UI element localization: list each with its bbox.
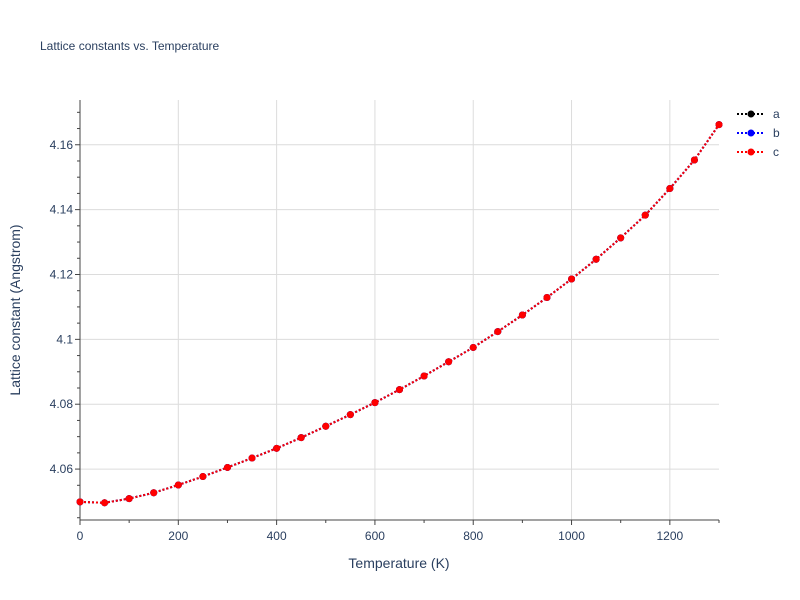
data-point-c[interactable] bbox=[543, 294, 551, 302]
series-line-c bbox=[79, 124, 720, 504]
x-tick-label: 1000 bbox=[558, 529, 585, 543]
legend-label-a: a bbox=[773, 107, 780, 121]
legend-label-c: c bbox=[773, 145, 779, 159]
data-point-c[interactable] bbox=[617, 234, 625, 242]
x-tick-label: 1200 bbox=[656, 529, 683, 543]
x-tick-label: 600 bbox=[365, 529, 385, 543]
data-point-c[interactable] bbox=[420, 372, 428, 380]
y-tick-label: 4.06 bbox=[50, 462, 74, 476]
y-axis-title: Lattice constant (Angstrom) bbox=[7, 224, 23, 395]
data-point-c[interactable] bbox=[174, 481, 182, 489]
data-point-c[interactable] bbox=[346, 411, 354, 419]
data-point-c[interactable] bbox=[101, 499, 109, 507]
data-point-c[interactable] bbox=[469, 343, 477, 351]
legend-item-c[interactable]: c bbox=[737, 145, 779, 159]
data-point-c[interactable] bbox=[494, 328, 502, 336]
legend-marker-a bbox=[747, 110, 755, 118]
x-tick-label: 800 bbox=[463, 529, 483, 543]
series-line-a bbox=[79, 124, 720, 504]
x-axis-title: Temperature (K) bbox=[348, 555, 449, 571]
data-point-c[interactable] bbox=[371, 399, 379, 407]
chart-title: Lattice constants vs. Temperature bbox=[40, 39, 220, 53]
axes: 0 200 400 600 800 1000 1200 4.06 4.08 4.1 4.12 4.14… bbox=[50, 100, 720, 543]
y-tick-label: 4.08 bbox=[50, 397, 74, 411]
series-line-b bbox=[79, 124, 720, 504]
data-point-c[interactable] bbox=[396, 386, 403, 394]
data-point-c[interactable] bbox=[690, 156, 698, 164]
y-tick-label: 4.14 bbox=[50, 203, 74, 217]
data-point-c[interactable] bbox=[568, 275, 576, 283]
y-tick-label: 4.12 bbox=[50, 267, 74, 281]
data-point-c[interactable] bbox=[150, 489, 158, 497]
legend-marker-c bbox=[747, 148, 755, 156]
data-point-c[interactable] bbox=[641, 211, 649, 219]
data-point-c[interactable] bbox=[518, 311, 526, 319]
series-c bbox=[76, 121, 723, 507]
data-point-c[interactable] bbox=[125, 495, 133, 503]
legend-label-b: b bbox=[773, 126, 780, 140]
data-point-c[interactable] bbox=[199, 473, 207, 481]
data-point-c[interactable] bbox=[223, 463, 231, 471]
data-point-c[interactable] bbox=[273, 444, 281, 452]
x-tick-label: 0 bbox=[77, 529, 84, 543]
data-point-c[interactable] bbox=[297, 434, 305, 442]
y-tick-label: 4.16 bbox=[50, 138, 74, 152]
grid bbox=[80, 100, 719, 520]
series-layer bbox=[76, 121, 723, 507]
legend-item-a[interactable]: a bbox=[737, 107, 780, 121]
data-point-c[interactable] bbox=[322, 422, 330, 430]
data-point-c[interactable] bbox=[76, 498, 84, 506]
legend-marker-b bbox=[747, 129, 755, 137]
legend[interactable]: abc bbox=[737, 107, 780, 159]
y-tick-label: 4.1 bbox=[56, 332, 73, 346]
data-point-c[interactable] bbox=[248, 454, 256, 462]
data-point-c[interactable] bbox=[715, 121, 723, 129]
x-tick-label: 400 bbox=[267, 529, 287, 543]
x-tick-label: 200 bbox=[168, 529, 188, 543]
legend-item-b[interactable]: b bbox=[737, 126, 780, 140]
data-point-c[interactable] bbox=[445, 358, 453, 366]
data-point-c[interactable] bbox=[592, 255, 600, 263]
data-point-c[interactable] bbox=[666, 185, 674, 193]
series-a bbox=[76, 121, 723, 507]
series-b bbox=[76, 121, 723, 507]
